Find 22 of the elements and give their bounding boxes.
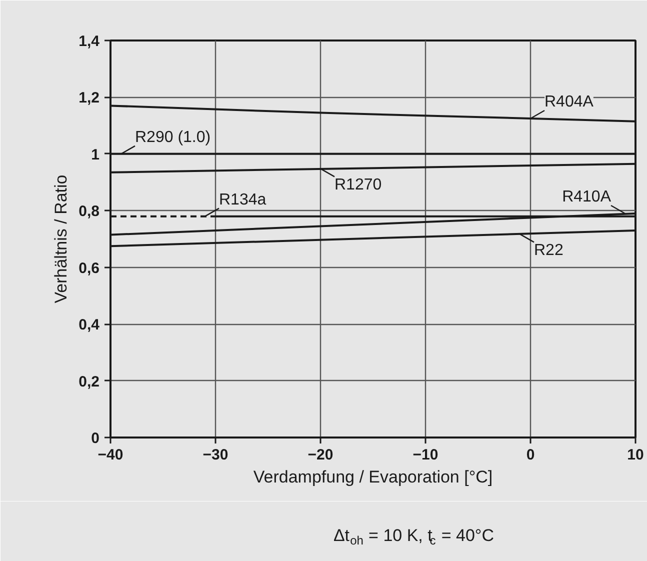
x-tick-label: −20 — [308, 446, 334, 464]
annotation: R134a — [219, 191, 266, 208]
annotation: R404A — [544, 93, 594, 110]
x-tick-label: −40 — [98, 446, 124, 464]
y-tick-label: 0,4 — [78, 316, 100, 334]
y-tick-label: 0,8 — [78, 203, 100, 220]
x-tick-label: 0 — [526, 446, 535, 464]
y-axis-title: Verhältnis / Ratio — [52, 174, 71, 304]
x-tick-label: 10 — [627, 446, 644, 464]
x-tick-label: −30 — [202, 446, 228, 464]
y-tick-label: 0 — [91, 430, 100, 447]
annotation: R290 (1.0) — [135, 128, 211, 146]
x-axis-title: Verdampfung / Evaporation [°C] — [253, 468, 493, 486]
y-tick-label: 0,6 — [78, 260, 100, 277]
y-tick-label: 0,2 — [78, 373, 100, 390]
y-tick-label: 1 — [91, 146, 100, 164]
annotation: R410A — [562, 188, 612, 206]
y-tick-label: 1,4 — [78, 33, 100, 50]
annotation: R1270 — [334, 176, 382, 194]
annotation: R22 — [534, 242, 564, 260]
x-tick-label: −10 — [412, 446, 438, 464]
y-tick-label: 1,2 — [78, 90, 100, 107]
